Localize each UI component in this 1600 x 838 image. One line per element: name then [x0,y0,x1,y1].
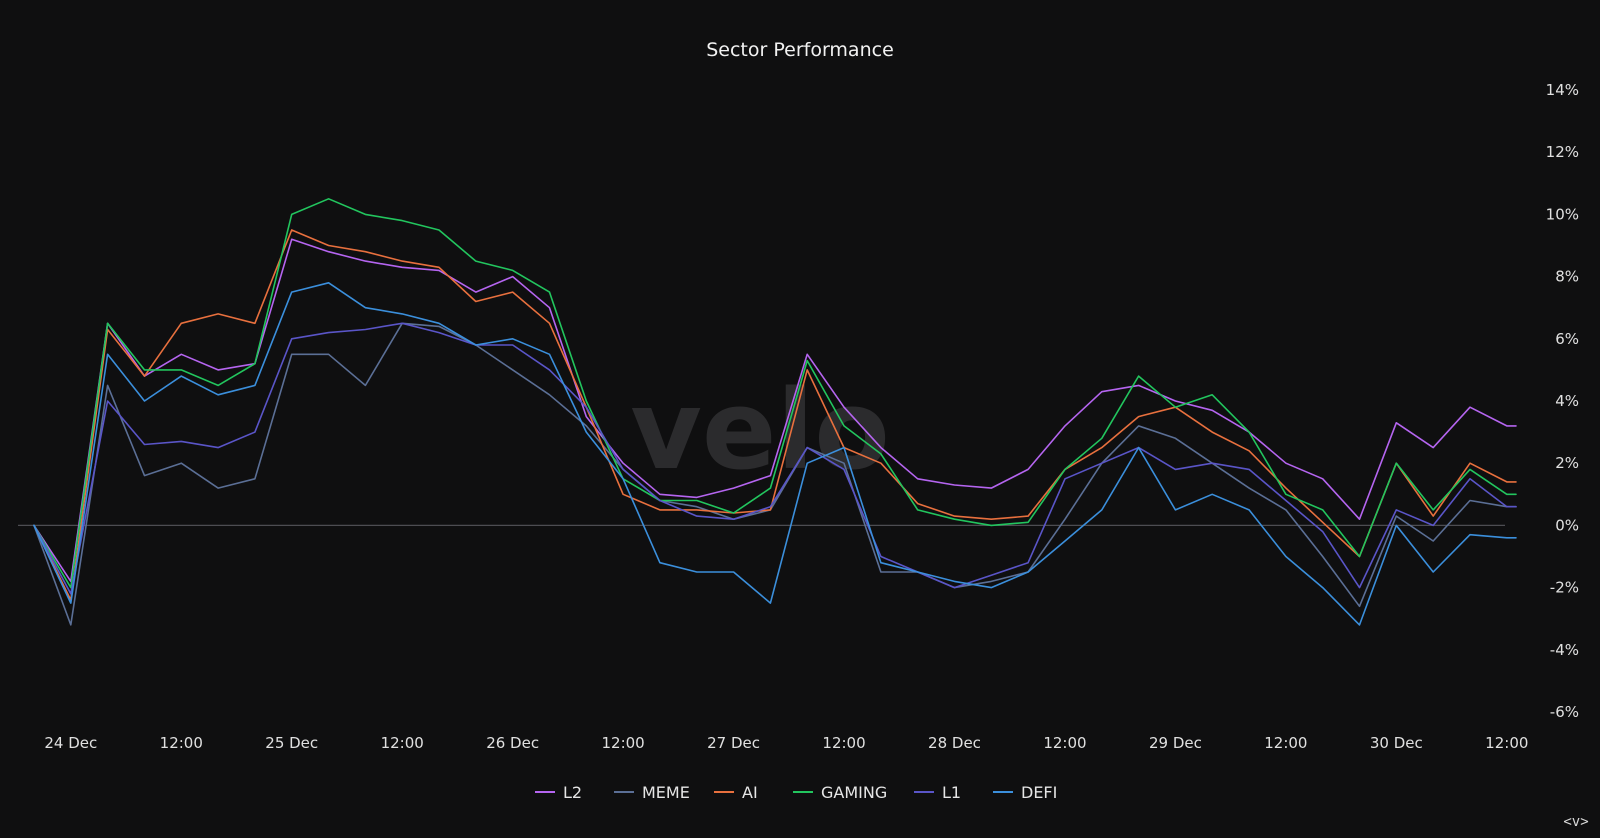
legend-label-l2: L2 [563,783,582,802]
series-line-defi [33,281,1517,626]
x-tick-label: 12:00 [1043,734,1086,752]
y-tick-label: -6% [1550,703,1579,721]
y-tick-label: -4% [1550,641,1579,659]
y-tick-label: 10% [1546,205,1579,223]
legend: L2 MEME AI GAMING L1 DEFI [535,783,1057,802]
x-tick-label: 12:00 [1485,734,1528,752]
legend-label-defi: DEFI [1021,783,1057,802]
plot-area [33,198,1517,626]
legend-label-meme: MEME [642,783,690,802]
x-axis: 24 Dec 12:00 25 Dec 12:00 26 Dec 12:00 27 Dec 1… [44,734,1528,752]
series-line-meme [33,322,1517,626]
y-tick-label: 12% [1546,143,1579,161]
y-axis: 14% 12% 10% 8% 6% 4% 2% 0% -2% -4% -6% [1546,81,1579,721]
expand-toggle-icon[interactable]: <v> [1563,814,1588,830]
x-tick-label: 29 Dec [1149,734,1202,752]
legend-label-ai: AI [742,783,758,802]
x-tick-label: 12:00 [160,734,203,752]
x-tick-label: 25 Dec [265,734,318,752]
velo-watermark: velo [630,366,890,494]
series-line-l2 [33,238,1517,583]
x-tick-label: 12:00 [602,734,645,752]
y-tick-label: 8% [1555,268,1579,286]
y-tick-label: 4% [1555,392,1579,410]
legend-label-l1: L1 [942,783,961,802]
series-line-ai [33,229,1517,601]
x-tick-label: 27 Dec [707,734,760,752]
x-tick-label: 12:00 [1264,734,1307,752]
x-tick-label: 30 Dec [1370,734,1423,752]
x-tick-label: 12:00 [822,734,865,752]
x-tick-label: 24 Dec [44,734,97,752]
y-tick-label: 6% [1555,330,1579,348]
legend-label-gaming: GAMING [821,783,887,802]
x-tick-label: 12:00 [381,734,424,752]
y-tick-label: 14% [1546,81,1579,99]
y-tick-label: 2% [1555,454,1579,472]
series-line-l1 [33,322,1517,595]
y-tick-label: -2% [1550,579,1579,597]
y-tick-label: 0% [1555,516,1579,534]
chart-title: Sector Performance [706,39,894,61]
x-tick-label: 26 Dec [486,734,539,752]
series-line-gaming [33,198,1517,589]
x-tick-label: 28 Dec [928,734,981,752]
